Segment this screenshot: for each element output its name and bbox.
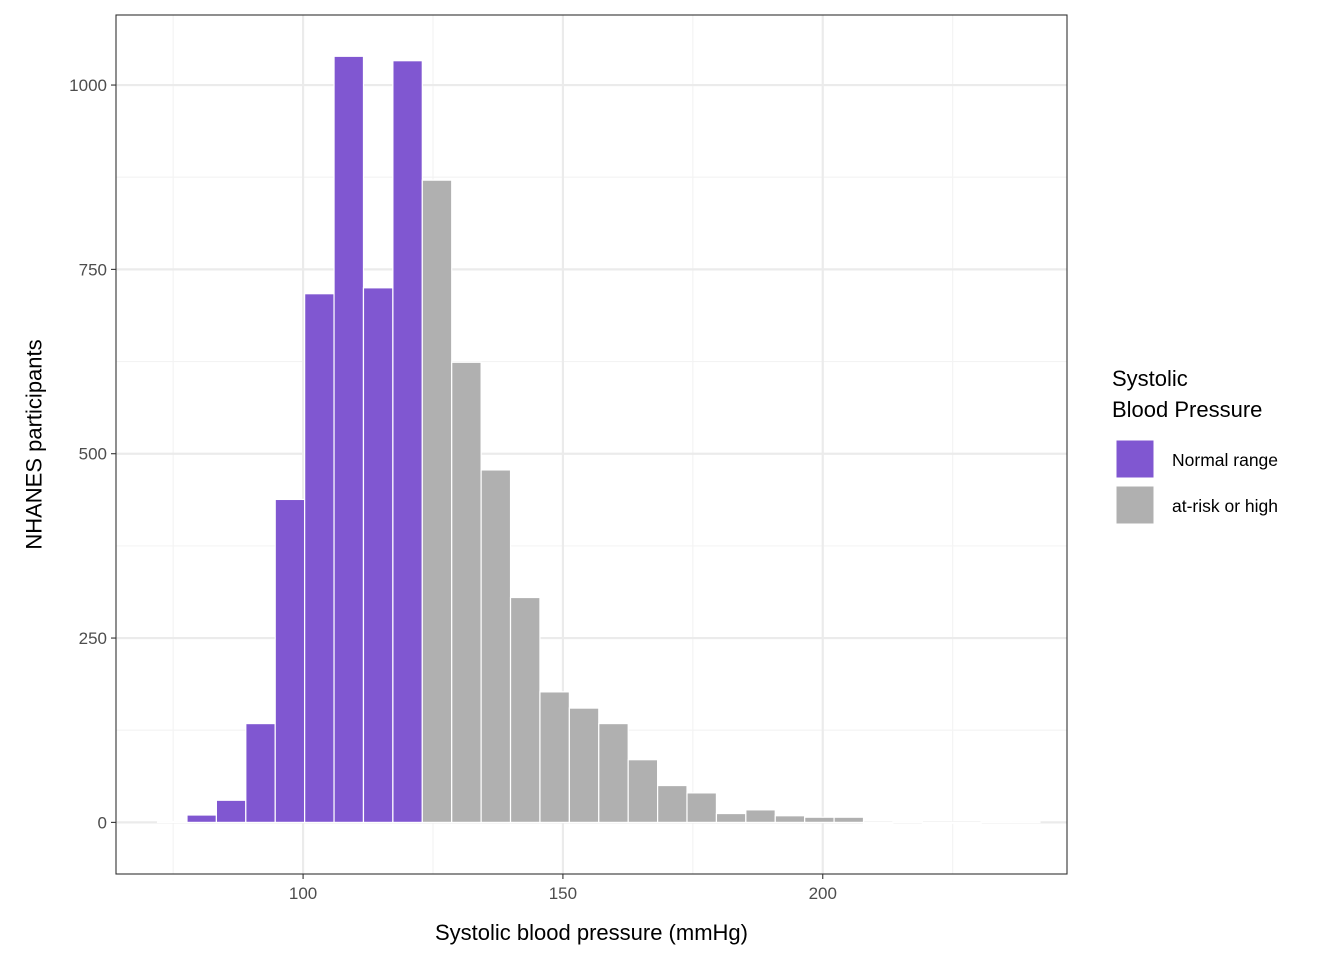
y-tick-label: 1000 [69,76,107,95]
x-axis-title: Systolic blood pressure (mmHg) [435,920,748,945]
histogram-bar [156,821,188,824]
legend-label-normal-range: Normal range [1172,450,1278,470]
legend-title-line-2: Blood Pressure [1112,397,1262,422]
histogram-bar [392,60,423,823]
y-tick-label: 500 [79,445,107,464]
histogram-bar [215,799,247,823]
histogram-bar [657,784,688,823]
y-axis: 0 250 500 750 1000 [69,76,116,832]
histogram-bar [568,707,600,823]
y-tick-label: 0 [98,813,107,832]
histogram-bar [539,691,570,823]
histogram-bar [362,287,394,823]
histogram-bar [980,821,1012,824]
histogram-bar [833,816,865,823]
histogram-bar [951,821,982,824]
x-tick-label: 100 [289,884,317,903]
histogram-bar [451,361,482,823]
histogram-bar [274,498,306,823]
histogram-bar [1009,821,1041,824]
histogram-bar [245,722,276,823]
panel-border [115,14,1068,875]
x-tick-label: 200 [809,884,837,903]
histogram-bar [921,821,953,824]
histogram-bar [715,812,747,823]
histogram-bars [156,55,1041,824]
histogram-bar [304,293,335,823]
y-tick-label: 250 [79,629,107,648]
legend-label-at-risk-or-high: at-risk or high [1172,496,1278,516]
legend: Systolic Blood Pressure Normal range at-… [1112,366,1278,525]
x-tick-label: 150 [549,884,577,903]
histogram-bar [804,816,835,823]
legend-key-normal-range [1115,439,1155,479]
histogram-bar [421,179,453,823]
y-axis-title: NHANES participants [22,339,47,549]
histogram-bar [186,814,218,823]
histogram-bar [598,722,629,823]
y-tick-label: 750 [79,260,107,279]
histogram-bar [627,759,659,823]
histogram-bar [862,821,894,824]
histogram-bar [892,821,923,824]
legend-title-line-1: Systolic [1112,366,1188,391]
histogram-bar [745,809,776,823]
x-axis: 100 150 200 [289,874,837,903]
histogram-bar [774,815,806,823]
histogram-bar [509,596,541,823]
legend-key-at-risk-or-high [1115,485,1155,525]
histogram-bar [480,469,512,823]
histogram-bar [686,792,718,823]
histogram-bar [333,55,365,823]
